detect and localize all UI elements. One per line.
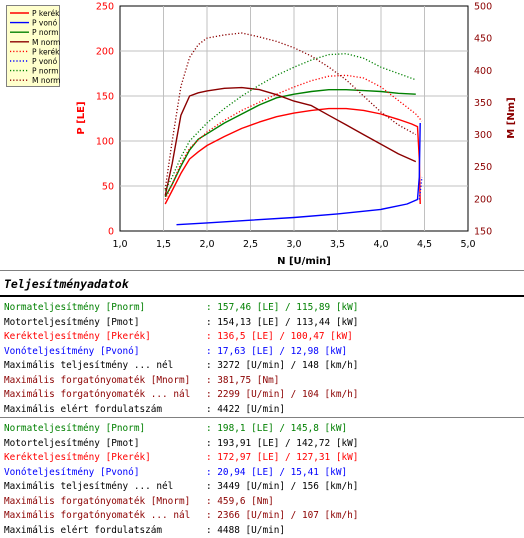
legend-label: P norm (32, 28, 59, 37)
report-row-value: : 3449 [U/min] / 156 [km/h] (206, 481, 359, 492)
y-left-tick-label: 250 (96, 2, 114, 13)
report-row-value: : 136,5 [LE] / 100,47 [kW] (206, 331, 353, 342)
x-tick-label: 1,5 (156, 239, 171, 250)
report-title-rule (0, 295, 524, 297)
y-left-tick-label: 150 (96, 92, 114, 103)
report-row-label: Maximális forgatónyomaték [Mnorm] (4, 374, 191, 386)
x-tick-label: 3,5 (330, 239, 345, 250)
report-row-value: : 381,75 [Nm] (206, 374, 280, 386)
y-left-tick-label: 200 (96, 47, 114, 58)
report-row-label: Kerékteljesítmény [Pkerék] (4, 452, 151, 463)
x-tick-label: 2,5 (243, 239, 258, 250)
y-right-tick-label: 500 (474, 2, 492, 13)
y-left-axis-label: P [LE] (76, 101, 87, 134)
report-row-value: : 154,13 [LE] / 113,44 [kW] (206, 316, 359, 328)
x-axis-label: N [U/min] (277, 256, 331, 267)
y-right-tick-label: 250 (474, 162, 492, 173)
report-row-value: : 157,46 [LE] / 115,89 [kW] (206, 302, 359, 313)
y-left-tick-label: 100 (96, 137, 114, 148)
report-row-label: Maximális forgatónyomaték [Mnorm] (4, 495, 191, 507)
y-right-axis-label: M [Nm] (506, 97, 517, 138)
report-row-label: Maximális elért fordulatszám (4, 403, 163, 415)
series-line (164, 32, 417, 190)
legend-label: P kerék (32, 9, 60, 18)
y-left-tick-label: 50 (102, 182, 114, 193)
report-row-label: Vonóteljesítmény [Pvonó] (4, 345, 140, 357)
report-block-measured: Normateljesítmény [Pnorm] : 157,46 [LE] /… (0, 297, 524, 417)
report-row-value: : 193,91 [LE] / 142,72 [kW] (206, 437, 359, 449)
report-row-value: : 17,63 [LE] / 12,98 [kW] (206, 345, 348, 357)
y-right-tick-label: 300 (474, 130, 492, 141)
report-row-label: Kerékteljesítmény [Pkerék] (4, 331, 151, 342)
legend-label: P vonó (32, 19, 58, 28)
report-row-label: Maximális elért fordulatszám (4, 524, 163, 536)
chart-legend: P kerék P vonó P norm M norm P kerék P vonó P … (6, 5, 60, 87)
report-row-label: Maximális teljesítmény ... nél (4, 360, 174, 371)
y-left-tick-label: 0 (108, 227, 114, 238)
legend-label: M norm (32, 76, 60, 85)
report-row-label: Maximális teljesítmény ... nél (4, 481, 174, 492)
panel-divider (0, 270, 524, 271)
x-tick-label: 5,0 (460, 239, 475, 250)
report-row-label: Motorteljesítmény [Pmot] (4, 437, 140, 449)
y-right-tick-label: 350 (474, 98, 492, 109)
dyno-chart: 1,0 1,5 2,0 2,5 3,0 3,5 4,0 4,5 5,0 0 50 100 150 200 2… (6, 1, 517, 268)
report-row-value: : 4488 [U/min] (206, 524, 286, 536)
y-right-tick-label: 400 (474, 66, 492, 77)
report-row-label: Normateljesítmény [Pnorm] (4, 423, 146, 434)
series-line (164, 107, 421, 205)
series-line (418, 176, 423, 200)
report-row-label: Maximális forgatónyomaték ... nál (4, 389, 191, 400)
x-tick-label: 1,0 (112, 239, 127, 250)
report-row-value: : 172,97 [LE] / 127,31 [kW] (206, 452, 359, 463)
report-row-value: : 198,1 [LE] / 145,8 [kW] (206, 423, 348, 434)
report-row-value: : 3272 [U/min] / 148 [km/h] (206, 360, 359, 371)
legend-label: P norm (32, 67, 59, 76)
report-row-value: : 2299 [U/min] / 104 [km/h] (206, 389, 359, 400)
x-tick-label: 2,0 (199, 239, 214, 250)
report-row-value: : 4422 [U/min] (206, 403, 286, 415)
series-line (164, 53, 417, 191)
series-line (176, 122, 421, 226)
x-tick-label: 4,0 (373, 239, 388, 250)
report-row-value: : 2366 [U/min] / 107 [km/h] (206, 510, 359, 521)
legend-label: P kerék (32, 47, 60, 56)
report-title: Teljesítményadatok (4, 277, 129, 291)
series-line (164, 88, 416, 198)
report-row-label: Motorteljesítmény [Pmot] (4, 316, 140, 328)
report-row-label: Normateljesítmény [Pnorm] (4, 302, 146, 313)
chart-canvas: 1,0 1,5 2,0 2,5 3,0 3,5 4,0 4,5 5,0 0 50 100 150 200 2… (76, 2, 517, 268)
report-row-label: Maximális forgatónyomaték ... nál (4, 510, 191, 521)
report-block-separator (0, 417, 524, 418)
y-right-tick-label: 450 (474, 34, 492, 45)
report-row-label: Vonóteljesítmény [Pvonó] (4, 466, 140, 478)
performance-report: Teljesítményadatok Normateljesítmény [Pn… (0, 271, 524, 536)
y-right-tick-label: 200 (474, 194, 492, 205)
legend-label: M norm (32, 38, 60, 47)
report-row-value: : 459,6 [Nm] (206, 495, 274, 507)
x-tick-label: 3,0 (286, 239, 301, 250)
legend-label: P vonó (32, 57, 58, 66)
report-row-value: : 20,94 [LE] / 15,41 [kW] (206, 466, 348, 478)
report-block-corrected: Normateljesítmény [Pnorm] : 198,1 [LE] / … (0, 418, 524, 536)
y-right-tick-label: 150 (474, 227, 492, 238)
series-line (164, 86, 417, 196)
x-tick-label: 4,5 (417, 239, 432, 250)
